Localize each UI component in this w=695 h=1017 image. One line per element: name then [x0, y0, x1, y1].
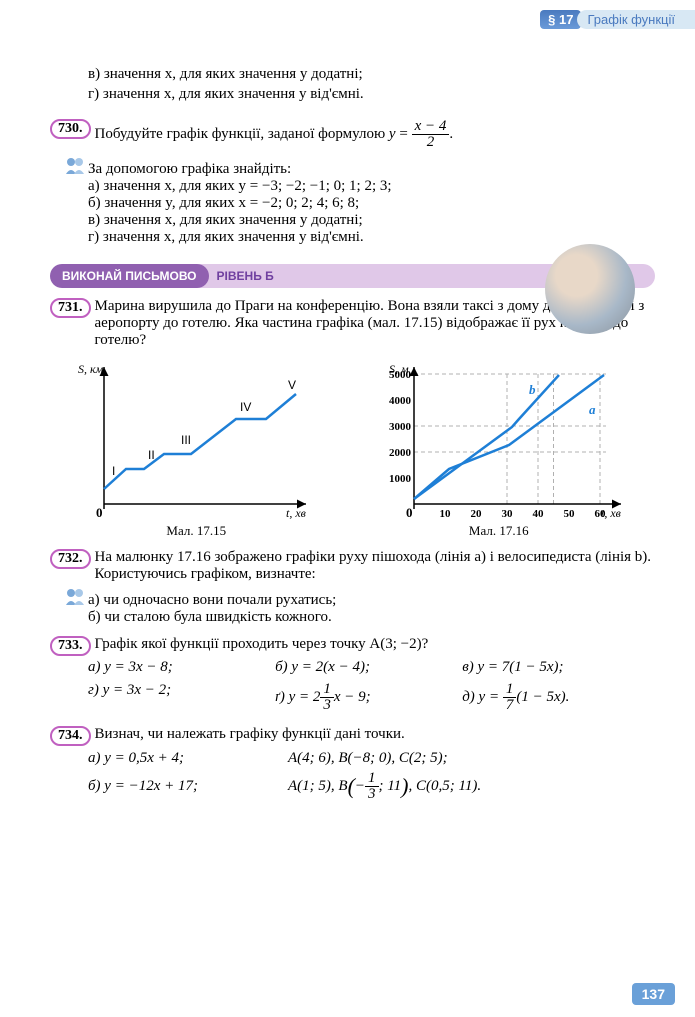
level-header: ВИКОНАЙ ПИСЬМОВО РІВЕНЬ Б [50, 264, 655, 288]
svg-text:20: 20 [470, 508, 482, 519]
fraction: x − 42 [412, 119, 450, 150]
svg-text:a: a [589, 402, 596, 417]
formula-y: y [389, 125, 396, 141]
opt-v: в) y = 7(1 − 5x); [462, 659, 649, 676]
svg-text:I: I [112, 464, 115, 478]
xlabel: t, хв [286, 506, 306, 519]
p734-b-right: A(1; 5), B(−13; 11), C(0,5; 11). [288, 771, 655, 802]
page-number: 137 [632, 983, 675, 1005]
p732-b: б) чи сталою була швидкість кожного. [88, 609, 655, 626]
opt-g: г) y = 3x − 2; [88, 682, 275, 713]
svg-text:5000: 5000 [389, 369, 412, 381]
opt-g2: ґ) y = 213x − 9; [275, 682, 462, 713]
problem-number: 732. [50, 549, 91, 569]
svg-text:II: II [148, 448, 155, 462]
svg-text:III: III [181, 433, 191, 447]
p730-sub: За допомогою графіка знайдіть: [88, 161, 655, 178]
intro-lines: в) значення x, для яких значення y додат… [50, 64, 655, 105]
p734-b-left: б) y = −12x + 17; [88, 778, 288, 795]
problem-734: 734. Визнач, чи належать графіку функції… [50, 726, 655, 746]
problem-number: 731. [50, 298, 91, 318]
level-badge: ВИКОНАЙ ПИСЬМОВО [50, 264, 209, 288]
svg-text:3000: 3000 [389, 421, 412, 433]
svg-text:60: 60 [594, 508, 606, 519]
person-icon [64, 156, 86, 174]
svg-text:0: 0 [96, 505, 103, 519]
svg-text:1000: 1000 [389, 473, 412, 485]
chart-17-15: S, км t, хв 0 IIIIIIIVV Мал. 17.15 [76, 359, 316, 539]
svg-text:4000: 4000 [389, 395, 412, 407]
ylabel: S, км [78, 362, 104, 376]
svg-text:40: 40 [532, 508, 544, 519]
problem-number: 733. [50, 636, 91, 656]
p730-a: а) значення x, для яких y = −3; −2; −1; … [88, 178, 655, 195]
svg-text:50: 50 [563, 508, 575, 519]
students-photo [545, 244, 635, 334]
opt-d: д) y = 17(1 − 5x). [462, 682, 649, 713]
svg-text:V: V [288, 378, 296, 392]
opt-a: а) y = 3x − 8; [88, 659, 275, 676]
caption-1: Мал. 17.15 [76, 523, 316, 539]
intro-g: г) значення x, для яких значення y від'є… [88, 84, 655, 104]
opt-b: б) y = 2(x − 4); [275, 659, 462, 676]
svg-text:IV: IV [240, 400, 251, 414]
svg-text:10: 10 [439, 508, 451, 519]
p734-a-right: A(4; 6), B(−8; 0), C(2; 5); [288, 750, 655, 767]
p732-a: а) чи одночасно вони почали рухатись; [88, 592, 655, 609]
p734-text: Визнач, чи належать графіку функції дані… [95, 726, 656, 743]
caption-2: Мал. 17.16 [369, 523, 629, 539]
page-header: § 17 Графік функції [540, 10, 695, 29]
p732-text: На малюнку 17.16 зображено графіки руху … [95, 549, 656, 583]
person-icon [64, 587, 86, 605]
section-badge: § 17 [540, 10, 581, 29]
p733-text: Графік якої функції проходить через точк… [95, 636, 656, 653]
chart-17-16: S, м t, хв 0 10002000300040005000 102030… [369, 359, 629, 539]
svg-text:2000: 2000 [389, 447, 412, 459]
problem-number: 734. [50, 726, 91, 746]
svg-text:0: 0 [406, 505, 413, 519]
chart-svg-1: S, км t, хв 0 IIIIIIIVV [76, 359, 316, 519]
chart-svg-2: S, м t, хв 0 10002000300040005000 102030… [369, 359, 629, 519]
problem-733: 733. Графік якої функції проходить через… [50, 636, 655, 656]
p734-a-left: а) y = 0,5x + 4; [88, 750, 288, 767]
section-title: Графік функції [577, 10, 695, 29]
p730-c: в) значення x, для яких значення y додат… [88, 212, 655, 229]
svg-text:b: b [529, 382, 536, 397]
p730-b: б) значення y, для яких x = −2; 0; 2; 4;… [88, 195, 655, 212]
svg-text:30: 30 [501, 508, 513, 519]
intro-v: в) значення x, для яких значення y додат… [88, 64, 655, 84]
p730-text: Побудуйте графік функції, заданої формул… [95, 125, 389, 141]
p730-d: г) значення x, для яких значення y від'є… [88, 229, 655, 246]
problem-number: 730. [50, 119, 91, 139]
problem-732: 732. На малюнку 17.16 зображено графіки … [50, 549, 655, 583]
problem-730: 730. Побудуйте графік функції, заданої ф… [50, 119, 655, 150]
